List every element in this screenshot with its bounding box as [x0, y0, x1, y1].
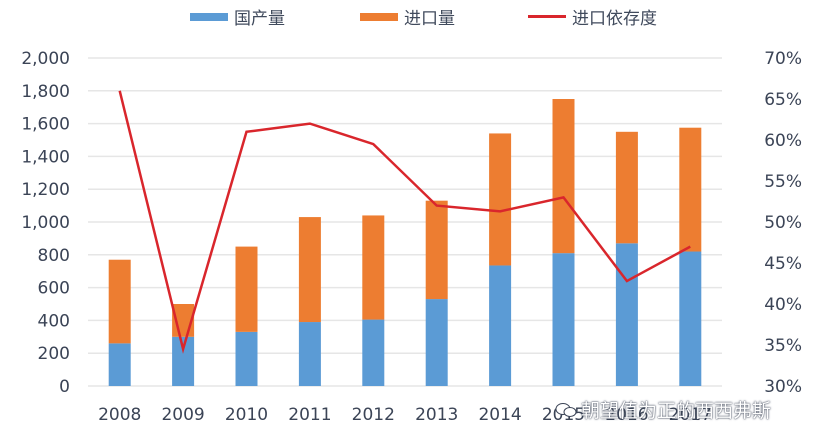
y-axis-tick-label: 1,600: [21, 115, 70, 135]
x-axis-tick-label: 2016: [605, 405, 648, 425]
y-axis-tick-label: 400: [38, 311, 70, 331]
y-axis-tick-label: 800: [38, 246, 70, 266]
y2-axis-tick-label: 40%: [764, 295, 802, 315]
bar-domestic: [362, 319, 385, 386]
wechat-icon: [555, 402, 577, 417]
x-axis-tick-label: 2009: [161, 405, 204, 425]
legend-item-imports: 进口量: [360, 4, 455, 29]
bar-imports: [235, 246, 258, 332]
legend-item-dependency: 进口依存度: [528, 4, 657, 29]
bar-domestic: [679, 251, 702, 386]
x-axis-tick-label: 2013: [415, 405, 458, 425]
y2-axis-tick-label: 60%: [764, 131, 802, 151]
watermark: 朝望值为正的西西弗斯: [555, 396, 771, 423]
bar-domestic: [298, 322, 321, 386]
bar-domestic: [425, 299, 448, 386]
x-axis-tick-label: 2010: [225, 405, 268, 425]
y-axis-tick-label: 1,200: [21, 180, 70, 200]
legend-swatch-imports: [360, 12, 398, 21]
bar-domestic: [552, 253, 575, 386]
y-axis-tick-label: 600: [38, 279, 70, 299]
y2-axis-tick-label: 45%: [764, 254, 802, 274]
bar-domestic: [489, 265, 512, 386]
legend-line-dependency: [528, 15, 566, 18]
y-axis-tick-label: 1,000: [21, 213, 70, 233]
x-axis-tick-label: 2012: [352, 405, 395, 425]
y2-axis-tick-label: 65%: [764, 90, 802, 110]
bar-domestic: [235, 331, 258, 386]
y-axis-tick-label: 1,800: [21, 82, 70, 102]
y-axis-tick-label: 0: [59, 377, 70, 397]
watermark-text: 朝望值为正的西西弗斯: [581, 400, 772, 422]
bar-imports: [298, 217, 321, 323]
y2-axis-tick-label: 30%: [764, 377, 802, 397]
y2-axis-tick-label: 35%: [764, 336, 802, 356]
y2-axis-tick-label: 50%: [764, 213, 802, 233]
y2-axis-tick-label: 55%: [764, 172, 802, 192]
legend-label-dependency: 进口依存度: [572, 9, 657, 29]
legend-item-domestic: 国产量: [190, 4, 285, 29]
legend-swatch-domestic: [190, 12, 228, 21]
legend-label-domestic: 国产量: [234, 9, 285, 29]
x-axis-tick-label: 2008: [98, 405, 141, 425]
bar-imports: [679, 127, 702, 252]
bar-imports: [108, 259, 131, 344]
bar-imports: [552, 99, 575, 254]
x-axis-tick-label: 2014: [478, 405, 521, 425]
y-axis-tick-label: 200: [38, 344, 70, 364]
y2-axis-tick-label: 70%: [764, 49, 802, 69]
bar-imports: [615, 131, 638, 244]
x-axis-tick-label: 2017: [669, 405, 712, 425]
bar-domestic: [172, 336, 195, 386]
bar-imports: [362, 215, 385, 320]
bar-imports: [425, 200, 448, 300]
bar-domestic: [108, 343, 131, 386]
y-axis-tick-label: 2,000: [21, 49, 70, 69]
bar-domestic: [615, 243, 638, 386]
x-axis-tick-label: 2011: [288, 405, 331, 425]
legend-label-imports: 进口量: [404, 9, 455, 29]
dependency-line: [118, 90, 691, 354]
chart-legend: 国产量 进口量 进口依存度: [0, 4, 815, 29]
y-axis-tick-label: 1,400: [21, 147, 70, 167]
bar-imports: [489, 133, 512, 266]
